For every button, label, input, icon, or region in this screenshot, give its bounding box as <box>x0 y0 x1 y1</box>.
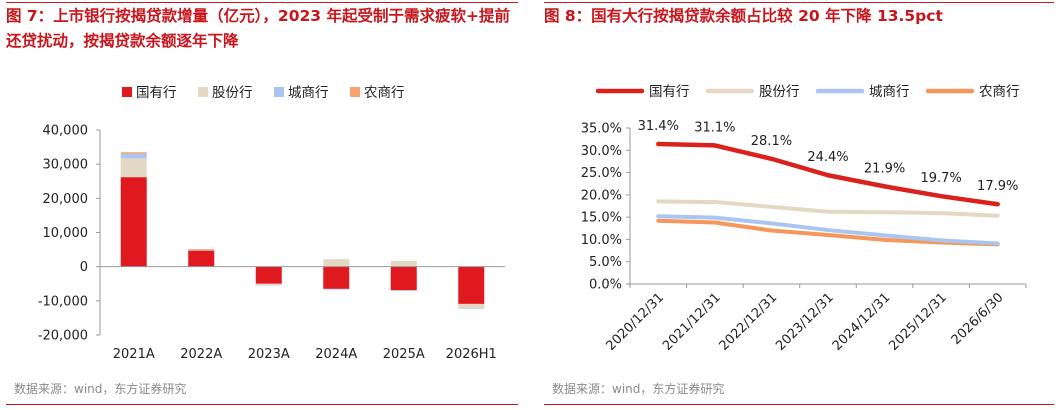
x-tick-label: 2025/12/31 <box>886 290 950 354</box>
legend-swatch-2 <box>274 87 284 97</box>
bar-2026H1-国有行 <box>458 266 485 304</box>
data-label: 17.9% <box>977 179 1018 194</box>
data-label: 31.4% <box>638 119 679 134</box>
legend-swatch-1 <box>198 87 208 97</box>
data-label: 21.9% <box>864 161 905 176</box>
bar-2024A-城商行 <box>323 288 350 290</box>
legend-swatch-3 <box>350 87 360 97</box>
bar-2021A-城商行 <box>120 153 147 159</box>
figure-7-bar-chart: 国有行 股份行 城商行 农商行 -20,000 -10,000 0 10,000 20,000 3… <box>38 85 505 362</box>
bar-2026H1-股份行 <box>458 303 485 309</box>
figure-7-title: 图 7：上市银行按揭贷款增量（亿元），2023 年起受制于需求疲软+提前还贷扰动… <box>6 7 510 50</box>
series-line-城商行 <box>656 214 1000 246</box>
bar-2022A-股份行 <box>188 249 215 251</box>
top-rule <box>6 2 518 3</box>
bar-2022A-农商行 <box>188 249 215 250</box>
legend-label-0: 国有行 <box>136 85 177 101</box>
legend-label-0: 国有行 <box>649 84 690 100</box>
legend-label-1: 股份行 <box>759 84 800 100</box>
y-tick-label: -10,000 <box>38 294 88 309</box>
figure-8-source: 数据来源：wind，东方证券研究 <box>552 382 725 396</box>
bar-2021A-股份行 <box>120 158 147 178</box>
figure-8-line-chart: 国有行 股份行 城商行 农商行 0.0% 5.0% 10.0% 15.0% 20.0% 25.0%… <box>581 84 1027 354</box>
x-tick-label: 2020/12/31 <box>604 290 668 354</box>
bar-2025A-国有行 <box>390 266 417 291</box>
bar-2023A-国有行 <box>255 266 282 284</box>
figure-7-panel: 图 7：上市银行按揭贷款增量（亿元），2023 年起受制于需求疲软+提前还贷扰动… <box>0 0 528 410</box>
figure-8-title: 图 8：国有大行按揭贷款余额占比较 20 年下降 13.5pct <box>544 7 943 25</box>
y-tick-label: 30,000 <box>43 158 89 173</box>
series-line-国有行 <box>656 141 1000 207</box>
y-tick-label: 30.0% <box>581 144 622 159</box>
y-tick-label: 10.0% <box>581 233 622 248</box>
x-tick-label: 2022/12/31 <box>717 290 781 354</box>
bar-2025A-城商行 <box>390 290 417 291</box>
data-label: 19.7% <box>920 171 961 186</box>
x-tick-label: 2023A <box>248 347 290 362</box>
data-label: 31.1% <box>694 120 735 135</box>
y-tick-label: 25.0% <box>581 166 622 181</box>
bar-2022A-国有行 <box>188 250 215 267</box>
x-tick-label: 2022A <box>180 347 222 362</box>
legend-label-2: 城商行 <box>288 85 329 101</box>
y-tick-label: 35.0% <box>581 122 622 137</box>
y-tick-label: 0.0% <box>589 278 622 293</box>
y-tick-label: 5.0% <box>589 255 622 270</box>
y-tick-label: 40,000 <box>43 124 89 139</box>
figure-7-source: 数据来源：wind，东方证券研究 <box>14 382 187 396</box>
legend-label-1: 股份行 <box>212 85 253 101</box>
y-tick-label: 20,000 <box>43 192 89 207</box>
x-tick-label: 2026H1 <box>446 347 497 362</box>
y-tick-label: 20.0% <box>581 188 622 203</box>
y-tick-label: -20,000 <box>38 329 88 344</box>
bar-2025A-股份行 <box>390 260 417 267</box>
bottom-rule <box>544 404 1054 405</box>
x-tick-label: 2021A <box>113 347 155 362</box>
y-tick-label: 15.0% <box>581 211 622 226</box>
bar-2021A-国有行 <box>120 177 147 267</box>
x-tick-label: 2025A <box>383 347 425 362</box>
x-tick-label: 2024A <box>315 347 357 362</box>
bar-2024A-国有行 <box>323 266 350 289</box>
series-line-农商行 <box>656 218 1000 247</box>
legend-label-2: 城商行 <box>869 84 910 100</box>
y-tick-label: 10,000 <box>43 226 89 241</box>
x-tick-label: 2026/6/30 <box>949 290 1007 348</box>
y-tick-label: 0 <box>80 260 88 275</box>
bar-2021A-农商行 <box>120 152 147 154</box>
top-rule <box>544 2 1054 3</box>
legend-label-3: 农商行 <box>364 85 405 101</box>
data-label: 28.1% <box>751 134 792 149</box>
series-line-股份行 <box>656 199 1000 218</box>
bar-2023A-股份行 <box>255 283 282 285</box>
figure-8-panel: 图 8：国有大行按揭贷款余额占比较 20 年下降 13.5pct 国有行 股份行 城… <box>538 0 1061 410</box>
legend-swatch-0 <box>122 87 132 97</box>
bar-2024A-股份行 <box>323 259 350 267</box>
x-tick-label: 2024/12/31 <box>830 290 894 354</box>
x-tick-label: 2023/12/31 <box>773 290 837 354</box>
legend-label-3: 农商行 <box>979 84 1020 100</box>
bar-2023A-城商行 <box>255 284 282 286</box>
bar-2026H1-城商行 <box>458 308 485 309</box>
bottom-rule <box>6 404 518 405</box>
x-tick-label: 2021/12/31 <box>660 290 724 354</box>
data-label: 24.4% <box>807 150 848 165</box>
